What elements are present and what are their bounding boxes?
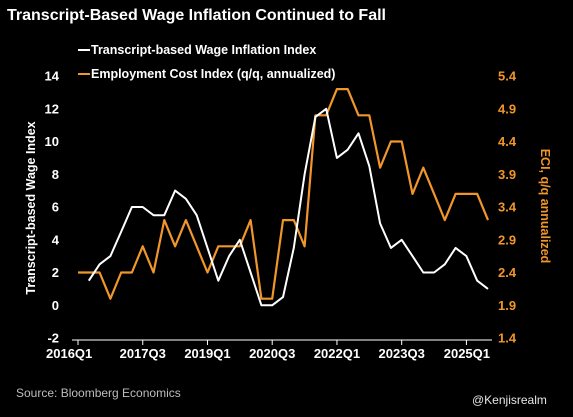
right-tick-label: 3.9 — [498, 167, 516, 182]
legend-label-wage: Transcript-based Wage Inflation Index — [91, 43, 316, 57]
left-tick-label: 2 — [52, 265, 59, 280]
left-tick-label: 10 — [45, 134, 59, 149]
right-axis-title: ECI, q/q annualized — [538, 149, 552, 264]
x-tick-label: 2023Q3 — [379, 346, 425, 361]
left-tick-label: 6 — [52, 200, 59, 215]
x-tick-label: 2020Q3 — [249, 346, 295, 361]
left-tick-label: 4 — [52, 232, 60, 247]
watermark-text: @Kenjisrealm — [472, 393, 547, 407]
source-note: Source: Bloomberg Economics — [16, 386, 181, 400]
chart-title: Transcript-Based Wage Inflation Continue… — [7, 7, 386, 24]
x-tick-label: 2016Q1 — [46, 346, 92, 361]
left-tick-label: 8 — [52, 167, 59, 182]
right-tick-label: 4.9 — [498, 101, 516, 116]
legend-label-eci: Employment Cost Index (q/q, annualized) — [91, 67, 335, 81]
left-axis-title: Transcript-based Wage Index — [24, 121, 38, 294]
watermark: @Kenjisrealm — [472, 393, 547, 407]
left-tick-label: 12 — [45, 101, 59, 116]
right-tick-label: 2.4 — [498, 265, 517, 280]
x-tick-label: 2022Q1 — [314, 346, 360, 361]
left-tick-label: 14 — [45, 69, 60, 84]
right-tick-label: 5.4 — [498, 69, 517, 84]
right-tick-label: 4.4 — [498, 134, 517, 149]
series-layer — [78, 88, 490, 307]
x-tick-label: 2019Q1 — [184, 346, 230, 361]
right-tick-label: 1.9 — [498, 298, 516, 313]
x-tick-label: 2017Q3 — [120, 346, 166, 361]
right-tick-label: 3.4 — [498, 200, 517, 215]
right-axis-ticks: 1.4 1.9 2.4 2.9 3.4 3.9 4.4 4.9 5.4 — [498, 69, 517, 346]
x-axis-ticks: 2016Q1 2017Q3 2019Q1 2020Q3 2022Q1 2023Q3 2025… — [46, 340, 490, 361]
left-axis-ticks: -2 0 2 4 6 8 10 12 14 — [45, 69, 60, 346]
right-tick-label: 2.9 — [498, 232, 516, 247]
series-line-eci — [78, 88, 490, 300]
x-tick-label: 2025Q1 — [444, 346, 490, 361]
left-tick-label: -2 — [47, 331, 59, 346]
left-tick-label: 0 — [52, 298, 59, 313]
legend: Transcript-based Wage Inflation Index Em… — [78, 43, 335, 81]
series-line-wage-index — [87, 107, 489, 307]
right-tick-label: 1.4 — [498, 331, 517, 346]
